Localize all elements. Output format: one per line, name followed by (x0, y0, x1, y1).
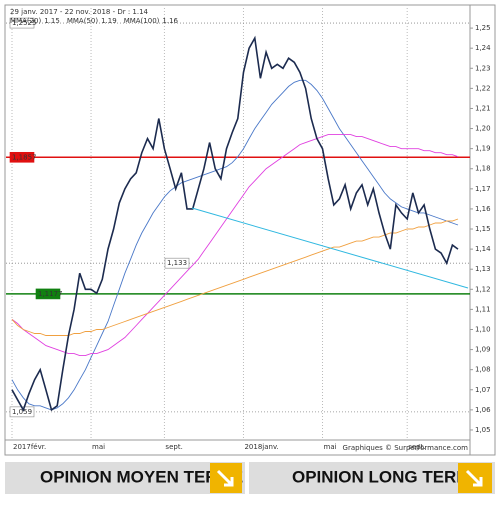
subtitle: 29 janv. 2017 - 22 nov. 2018 - Dr : 1.14 (10, 8, 149, 16)
opinion-bar (5, 462, 495, 494)
y-tick-label: 1,13 (475, 265, 491, 273)
y-tick-label: 1,20 (475, 125, 491, 133)
opinion-label: OPINION MOYEN TERME (40, 467, 243, 486)
x-tick-label: sept. (165, 443, 182, 451)
credit: Graphiques © Surperformance.com (343, 444, 469, 452)
x-tick-label: mai (92, 443, 105, 451)
level-label: 1,1857 (12, 153, 37, 161)
y-tick-label: 1,21 (475, 104, 491, 112)
moving-average (11, 79, 459, 411)
y-tick-label: 1,06 (475, 406, 491, 414)
y-tick-label: 1,14 (475, 245, 491, 253)
frame (4, 4, 496, 456)
y-tick-label: 1,19 (475, 145, 491, 153)
y-tick-label: 1,18 (475, 165, 491, 173)
price-line (11, 35, 459, 412)
level-label-box (164, 257, 190, 269)
y-tick-label: 1,12 (475, 285, 491, 293)
x-tick-label: sept. (408, 443, 425, 451)
y-tick-label: 1,17 (475, 185, 491, 193)
legend-name: MMA(50) (67, 17, 99, 25)
level-label: 1,2525 (12, 19, 37, 27)
legend-value: 1.16 (162, 17, 178, 25)
y-tick-label: 1,10 (475, 325, 491, 333)
y-tick-label: 1,11 (475, 305, 491, 313)
plot: 1,05 1,06 1,07 1,08 1,09 1,10 1,11 1,12 1,13 1,14… (6, 8, 491, 451)
trend-line (191, 207, 469, 289)
y-tick-label: 1,09 (475, 346, 491, 354)
legend-name: MMA(100) (124, 17, 160, 25)
level-label-box (9, 17, 35, 29)
arrow (216, 469, 234, 487)
x-tick-label: 2017févr. (13, 443, 46, 451)
moving-average (11, 218, 459, 336)
moving-average (11, 134, 459, 357)
x-tick-label: mai (324, 443, 337, 451)
y-tick-label: 1,05 (475, 426, 491, 434)
level-label-box (35, 288, 61, 300)
y-tick-label: 1,23 (475, 64, 491, 72)
level-label: 1,059 (12, 408, 32, 416)
legend-value: 1.15 (44, 17, 60, 25)
opinion-separator (245, 462, 249, 494)
x-tick-label: 2018janv. (244, 443, 278, 451)
level-label: 1,1177 (38, 290, 63, 298)
legend-name: MMA(20) (10, 17, 42, 25)
arrow (465, 469, 483, 487)
level-label-box (9, 151, 35, 163)
y-tick-label: 1,16 (475, 205, 491, 213)
y-tick-label: 1,08 (475, 366, 491, 374)
y-tick-label: 1,07 (475, 386, 491, 394)
y-tick-label: 1,22 (475, 84, 491, 92)
level-label: 1,133 (167, 259, 187, 267)
y-tick-label: 1,24 (475, 44, 491, 52)
y-tick-label: 1,15 (475, 225, 491, 233)
legend-value: 1.19 (101, 17, 117, 25)
y-tick-label: 1,25 (475, 24, 491, 32)
opinion-label: OPINION LONG TERME (292, 467, 482, 486)
